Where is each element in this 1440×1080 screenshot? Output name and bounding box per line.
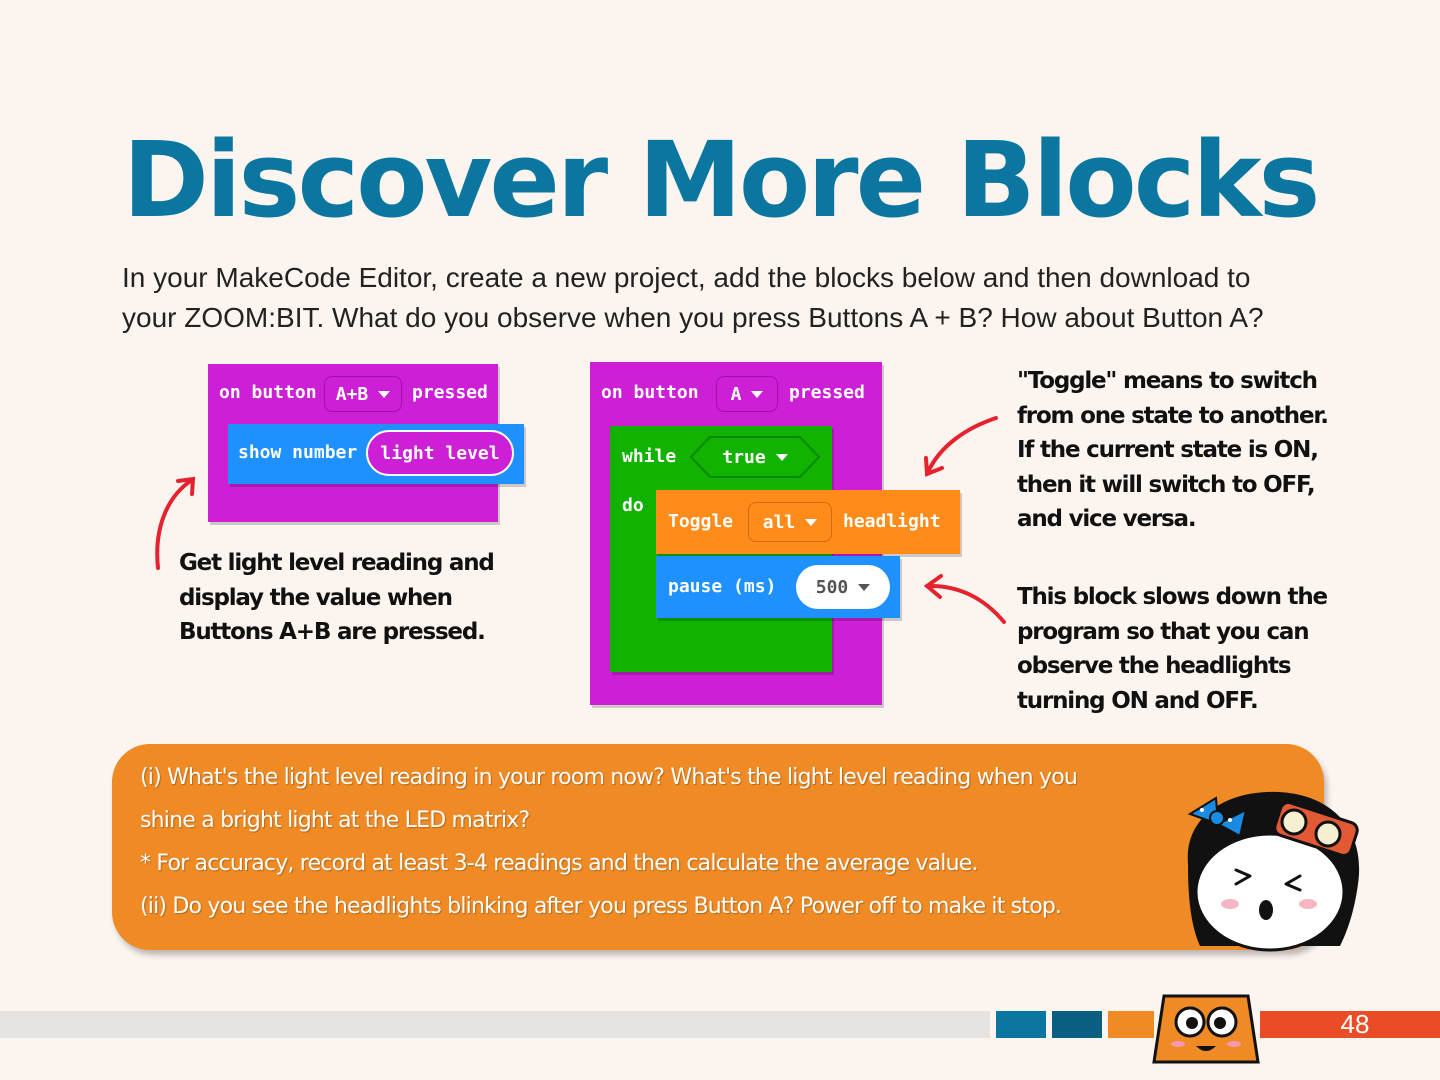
chevron-down-icon xyxy=(751,390,764,398)
true-condition-shape xyxy=(690,436,820,478)
show-number-label: show number xyxy=(238,442,358,463)
do-label: do xyxy=(622,495,644,516)
intro-line-2: your ZOOM:BIT. What do you observe when … xyxy=(122,302,1264,333)
note-line: observe the headlights xyxy=(1017,653,1292,679)
note-line: "Toggle" means to switch xyxy=(1017,368,1318,394)
note-line: and vice versa. xyxy=(1017,506,1197,532)
note-pause: This block slows down the program so tha… xyxy=(1017,580,1328,718)
event-label-a: on button xyxy=(601,382,699,403)
note-light-level: Get light level reading and display the … xyxy=(179,546,495,650)
question-line: * For accuracy, record at least 3-4 read… xyxy=(140,851,978,876)
pause-value: 500 xyxy=(815,576,849,598)
note-line: from one state to another. xyxy=(1017,402,1329,429)
button-dropdown: A+B xyxy=(324,376,402,412)
note-line: Get light level reading and xyxy=(179,550,495,576)
condition-value: true xyxy=(722,446,766,468)
question-line: shine a bright light at the LED matrix? xyxy=(140,808,530,833)
footer-square-2 xyxy=(1052,1011,1102,1038)
note-line: If the current state is ON, xyxy=(1017,437,1319,463)
event-suffix: pressed xyxy=(412,382,488,403)
footer-square-3 xyxy=(1108,1011,1154,1038)
mascot-girl-icon xyxy=(1187,791,1360,952)
while-label: while xyxy=(622,446,677,467)
event-label: on button xyxy=(219,382,317,403)
page-title: Discover More Blocks xyxy=(122,119,1321,241)
intro-line-1: In your MakeCode Editor, create a new pr… xyxy=(122,262,1251,293)
toggle-target-dropdown: all xyxy=(748,502,832,542)
note-line: program so that you can xyxy=(1017,618,1310,645)
pause-value-dropdown: 500 xyxy=(796,565,890,609)
light-level-reporter: light level xyxy=(366,430,514,476)
note-line: then it will switch to OFF, xyxy=(1017,471,1316,498)
arrow-to-toggle-icon xyxy=(926,416,998,474)
question-line: (ii) Do you see the headlights blinking … xyxy=(140,894,1062,919)
intro-text: In your MakeCode Editor, create a new pr… xyxy=(122,258,1352,338)
note-toggle: "Toggle" means to switch from one state … xyxy=(1017,364,1329,537)
event-block-a-spine xyxy=(590,425,610,660)
chevron-down-icon xyxy=(775,453,788,461)
note-line: display the value when xyxy=(179,584,453,611)
button-value: A+B xyxy=(335,383,369,405)
chevron-down-icon xyxy=(805,518,818,526)
question-text: (i) What's the light level reading in yo… xyxy=(140,756,1078,928)
note-line: Buttons A+B are pressed. xyxy=(179,619,486,645)
event-suffix-a: pressed xyxy=(789,382,865,403)
toggle-label: Toggle xyxy=(668,511,734,532)
condition-dropdown: true xyxy=(690,436,820,478)
chevron-down-icon xyxy=(858,583,871,591)
page-number: 48 xyxy=(1340,1009,1370,1039)
arrow-head-icon xyxy=(923,574,943,599)
footer-square-1 xyxy=(996,1011,1046,1038)
arrow-head-icon xyxy=(176,476,196,496)
pause-label: pause (ms) xyxy=(668,576,777,597)
note-line: This block slows down the xyxy=(1017,584,1328,610)
button-a-value: A xyxy=(730,383,742,405)
question-box xyxy=(112,744,1324,950)
button-a-dropdown: A xyxy=(716,376,778,412)
arrow-to-pause-icon xyxy=(926,583,1006,624)
arrow-head-icon xyxy=(924,456,944,477)
zoombit-robot-icon xyxy=(1152,994,1260,1064)
toggle-object: headlight xyxy=(843,511,941,532)
footer-gray-bar xyxy=(0,1011,990,1038)
toggle-target-value: all xyxy=(762,511,796,533)
arrow-to-block1-icon xyxy=(155,478,194,570)
note-line: turning ON and OFF. xyxy=(1017,687,1259,714)
footer-red-bar xyxy=(1260,1011,1440,1038)
chevron-down-icon xyxy=(378,390,391,398)
question-line: (i) What's the light level reading in yo… xyxy=(140,765,1078,790)
